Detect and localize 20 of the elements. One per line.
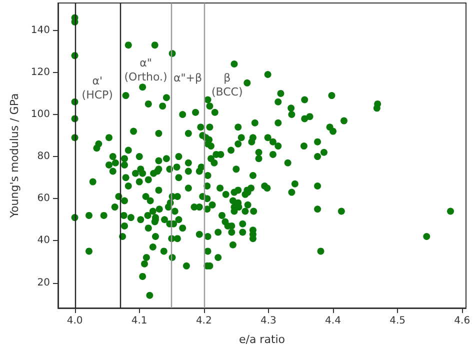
x-axis-title: e/a ratio [238,333,286,346]
x-tick-label: 4.0 [66,316,83,326]
annotation: α' (HCP) [82,74,113,102]
x-tick-label: 4.2 [196,316,212,326]
y-axis-title: Young's modulus / GPa [8,93,22,219]
x-tick-label: 4.1 [131,316,148,326]
annotation: α" (Ortho.) [124,56,168,84]
y-tick-label: 120 [30,66,50,78]
annotation: β (BCC) [211,72,243,98]
y-tick-label: 40 [37,235,50,246]
y-tick-label: 140 [30,24,50,36]
x-tick-label: 4.5 [390,316,406,326]
x-tick-label: 4.4 [325,316,341,326]
y-tick-label: 20 [37,277,50,288]
y-tick-label: 80 [37,151,50,162]
annotation: α"+β [173,72,202,84]
y-tick-label: 100 [30,108,50,120]
x-tick-label: 4.3 [260,316,276,326]
x-tick-label: 4.6 [454,316,470,326]
y-tick-label: 60 [37,193,50,204]
